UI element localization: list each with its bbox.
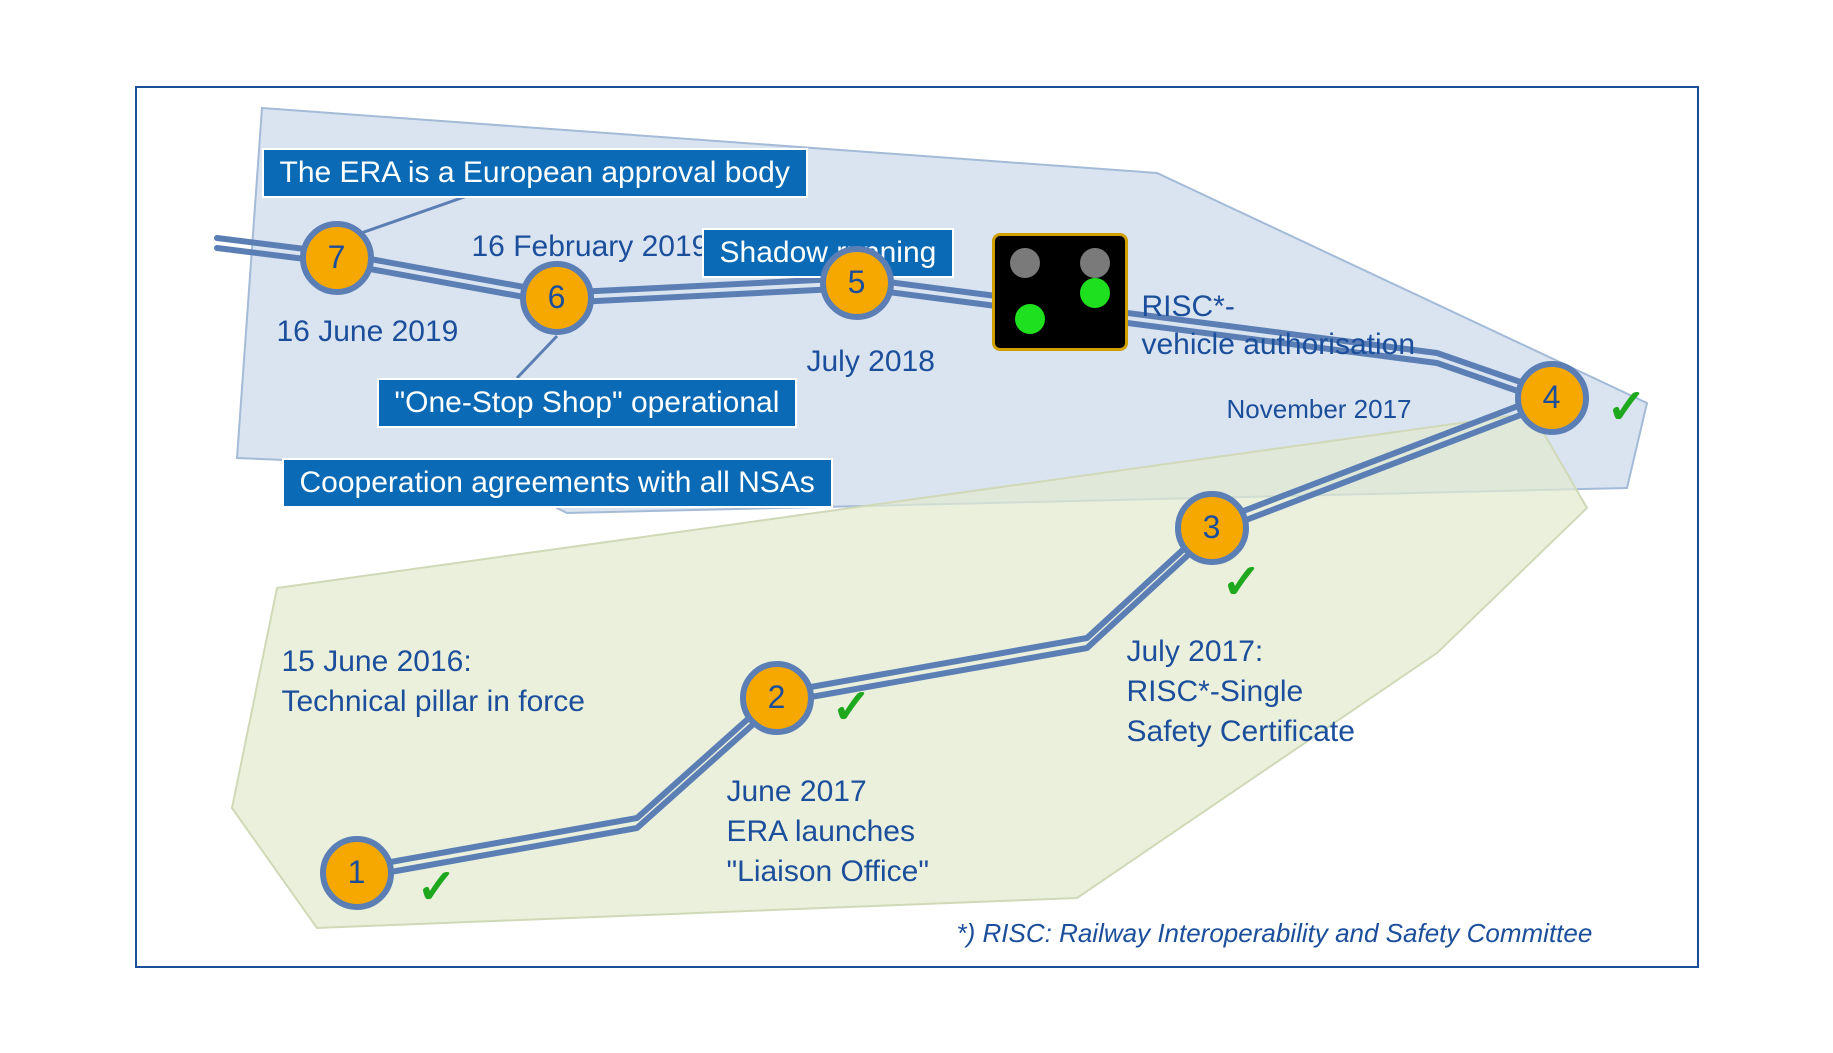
date-node-5: July 2018 — [807, 343, 935, 381]
diagram-stage: The ERA is a European approval body Shad… — [135, 86, 1699, 968]
checkmark-icon: ✓ — [832, 679, 872, 735]
milestone-node-2: 2 — [740, 661, 814, 735]
signal-dot-2 — [1080, 278, 1110, 308]
node3-line3: Safety Certificate — [1127, 713, 1355, 751]
date-node-6: 16 February 2019 — [472, 228, 709, 266]
node2-line3: "Liaison Office" — [727, 853, 930, 891]
signal-icon — [992, 233, 1128, 351]
milestone-node-4: 4 — [1515, 361, 1589, 435]
label-cooperation-nsas: Cooperation agreements with all NSAs — [282, 458, 833, 508]
footnote-risc: *) RISC: Railway Interoperability and Sa… — [957, 918, 1593, 949]
signal-dot-1 — [1080, 248, 1110, 278]
node1-line1: 15 June 2016: — [282, 643, 472, 681]
milestone-node-7: 7 — [300, 221, 374, 295]
node3-line1: July 2017: — [1127, 633, 1264, 671]
label-era-body: The ERA is a European approval body — [262, 148, 808, 198]
background-canvas — [137, 88, 1697, 966]
date-node-7: 16 June 2019 — [277, 313, 459, 351]
node2-line2: ERA launches — [727, 813, 915, 851]
risc-vehicle-line1: RISC*- — [1142, 288, 1235, 326]
signal-dot-3 — [1015, 304, 1045, 334]
milestone-node-1: 1 — [320, 836, 394, 910]
node3-line2: RISC*-Single — [1127, 673, 1304, 711]
label-one-stop-shop: "One-Stop Shop" operational — [377, 378, 798, 428]
milestone-node-6: 6 — [520, 261, 594, 335]
checkmark-icon: ✓ — [417, 859, 457, 915]
signal-dot-0 — [1010, 248, 1040, 278]
node1-line2: Technical pillar in force — [282, 683, 585, 721]
checkmark-icon: ✓ — [1222, 554, 1262, 610]
date-node-4: November 2017 — [1227, 393, 1412, 426]
checkmark-icon: ✓ — [1607, 379, 1647, 435]
node2-line1: June 2017 — [727, 773, 867, 811]
milestone-node-5: 5 — [820, 246, 894, 320]
risc-vehicle-line2: vehicle authorisation — [1142, 326, 1416, 364]
